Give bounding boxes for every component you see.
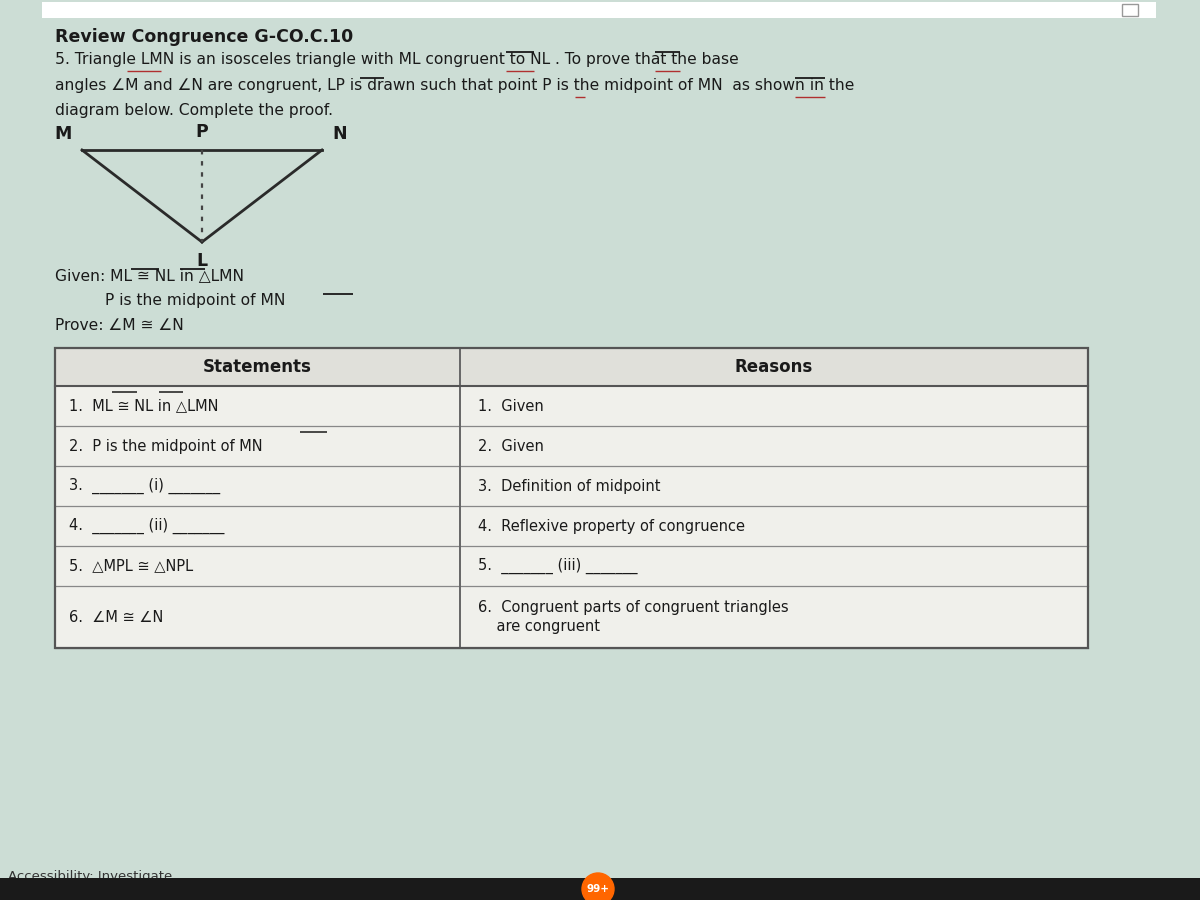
Text: diagram below. Complete the proof.: diagram below. Complete the proof. (55, 103, 334, 118)
Text: 2.  P is the midpoint of MN: 2. P is the midpoint of MN (70, 438, 263, 454)
Text: Prove: ∠M ≅ ∠N: Prove: ∠M ≅ ∠N (55, 318, 184, 333)
Text: 3.  _______ (i) _______: 3. _______ (i) _______ (70, 478, 220, 494)
Text: 2.  Given: 2. Given (478, 438, 544, 454)
Text: 3.  Definition of midpoint: 3. Definition of midpoint (478, 479, 660, 493)
Text: L: L (197, 252, 208, 270)
Text: Statements: Statements (203, 358, 312, 376)
Text: P: P (196, 123, 209, 141)
Text: 1.  Given: 1. Given (478, 399, 544, 413)
Text: P is the midpoint of MN: P is the midpoint of MN (106, 293, 286, 308)
Text: 5. Triangle LMN is an isosceles triangle with ML congruent to NL . To prove that: 5. Triangle LMN is an isosceles triangle… (55, 52, 739, 67)
Text: angles ∠M and ∠N are congruent, LP is drawn such that point P is the midpoint of: angles ∠M and ∠N are congruent, LP is dr… (55, 78, 854, 93)
Text: Accessibility: Investigate: Accessibility: Investigate (8, 870, 173, 883)
Bar (55, 348, 1088, 386)
Circle shape (582, 873, 614, 900)
Text: 99+: 99+ (587, 884, 610, 894)
Text: 5.  △MPL ≅ △NPL: 5. △MPL ≅ △NPL (70, 559, 193, 573)
Text: 1.  ML ≅ NL in △LMN: 1. ML ≅ NL in △LMN (70, 399, 218, 413)
Text: 5.  _______ (iii) _______: 5. _______ (iii) _______ (478, 558, 637, 574)
Text: 6.  Congruent parts of congruent triangles
    are congruent: 6. Congruent parts of congruent triangle… (478, 599, 788, 634)
Bar (42, 2, 1156, 18)
Bar (1122, 4, 1138, 16)
Bar (55, 348, 1088, 648)
Text: 4.  Reflexive property of congruence: 4. Reflexive property of congruence (478, 518, 745, 534)
Text: M: M (55, 125, 72, 143)
Text: Reasons: Reasons (734, 358, 814, 376)
Text: 6.  ∠M ≅ ∠N: 6. ∠M ≅ ∠N (70, 609, 163, 625)
Text: Given: ML ≅ NL in △LMN: Given: ML ≅ NL in △LMN (55, 268, 244, 283)
Text: N: N (332, 125, 347, 143)
Bar (0, 878, 1200, 900)
Text: 4.  _______ (ii) _______: 4. _______ (ii) _______ (70, 518, 224, 534)
Text: Review Congruence G-CO.C.10: Review Congruence G-CO.C.10 (55, 28, 353, 46)
Bar (55, 348, 1088, 648)
